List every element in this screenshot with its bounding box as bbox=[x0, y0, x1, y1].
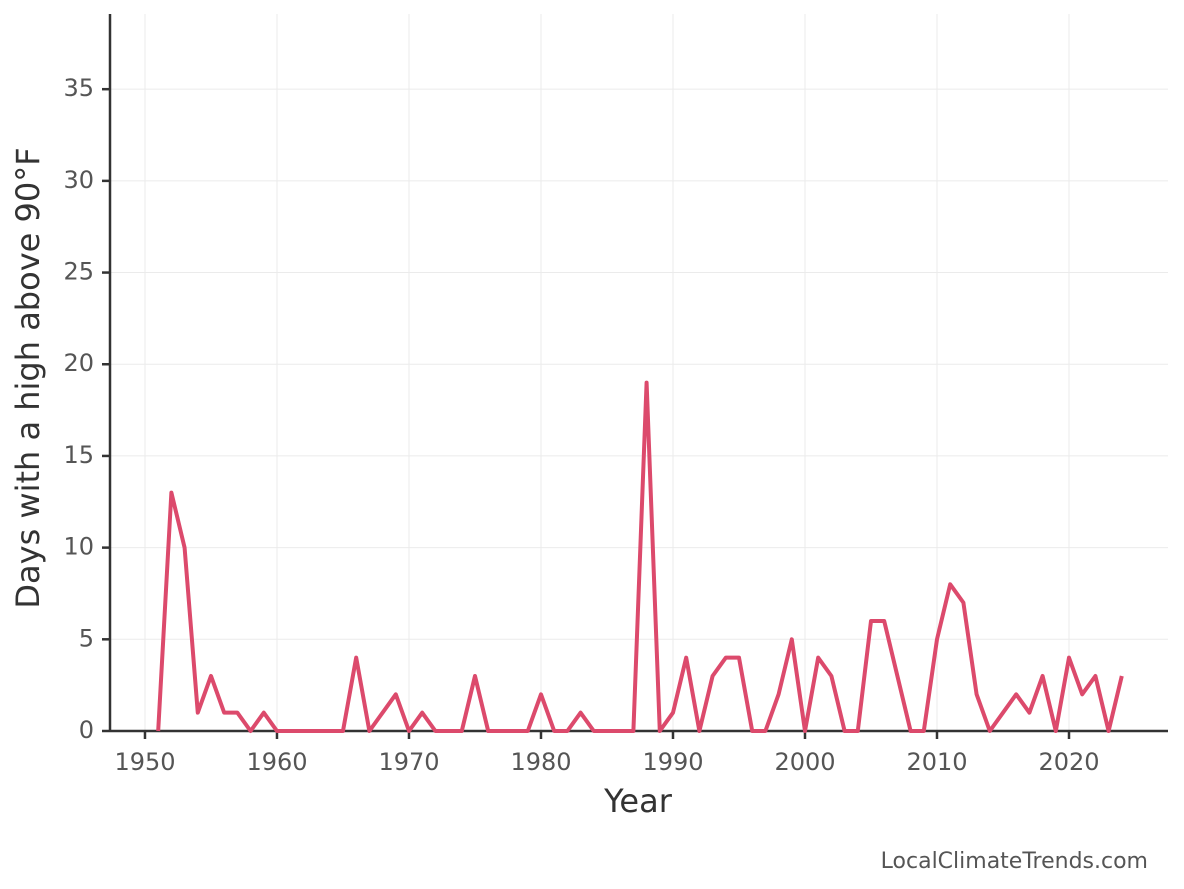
y-tick-label: 30 bbox=[63, 166, 94, 194]
x-tick-label: 2010 bbox=[906, 748, 967, 776]
y-tick-label: 0 bbox=[79, 716, 94, 744]
y-tick-label: 25 bbox=[63, 258, 94, 286]
x-tick-label: 2020 bbox=[1038, 748, 1099, 776]
x-tick-label: 1990 bbox=[642, 748, 703, 776]
x-tick-label: 1980 bbox=[510, 748, 571, 776]
y-tick-label: 15 bbox=[63, 441, 94, 469]
y-tick-label: 10 bbox=[63, 533, 94, 561]
y-tick-label: 35 bbox=[63, 74, 94, 102]
x-tick-label: 1970 bbox=[378, 748, 439, 776]
x-tick-label: 1960 bbox=[246, 748, 307, 776]
y-axis-label: Days with a high above 90°F bbox=[9, 147, 47, 608]
y-tick-label: 20 bbox=[63, 349, 94, 377]
x-axis-label: Year bbox=[603, 782, 673, 820]
source-credit: LocalClimateTrends.com bbox=[881, 849, 1148, 874]
x-tick-label: 2000 bbox=[774, 748, 835, 776]
y-tick-label: 5 bbox=[79, 624, 94, 652]
x-tick-label: 1950 bbox=[114, 748, 175, 776]
data-line bbox=[156, 380, 1124, 733]
